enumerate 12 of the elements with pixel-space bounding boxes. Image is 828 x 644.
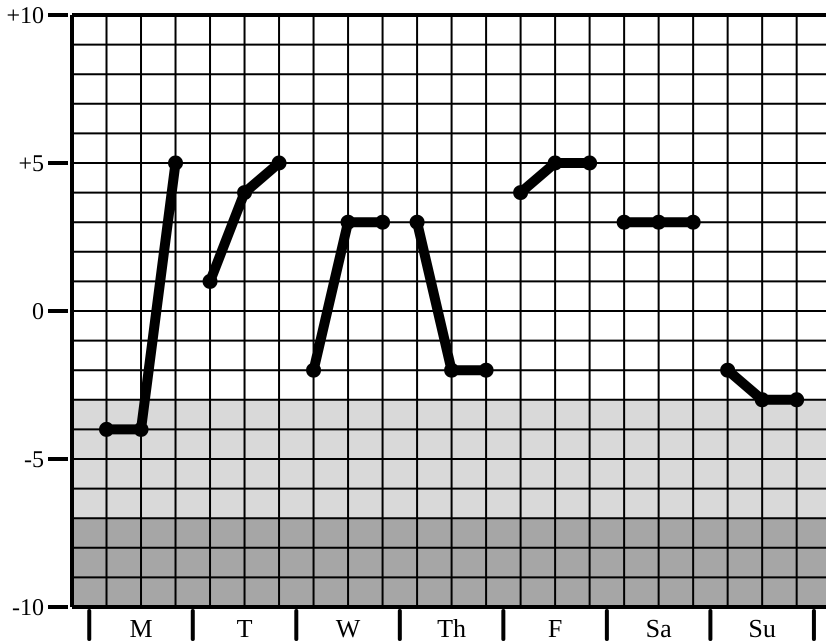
y-tick-label: +10 bbox=[6, 3, 44, 29]
x-tick-label: Su bbox=[748, 614, 776, 643]
x-tick-label: F bbox=[548, 614, 562, 643]
y-tick-label: -5 bbox=[24, 447, 44, 473]
x-tick-label: W bbox=[336, 614, 361, 643]
y-tick-label: 0 bbox=[32, 299, 44, 325]
x-tick-label: Sa bbox=[646, 614, 672, 643]
x-tick-label: M bbox=[129, 614, 153, 643]
y-tick-label: +5 bbox=[18, 151, 44, 177]
x-tick-label: T bbox=[236, 614, 253, 643]
y-tick-label: -10 bbox=[12, 595, 44, 621]
x-tick-label: Th bbox=[437, 614, 466, 643]
